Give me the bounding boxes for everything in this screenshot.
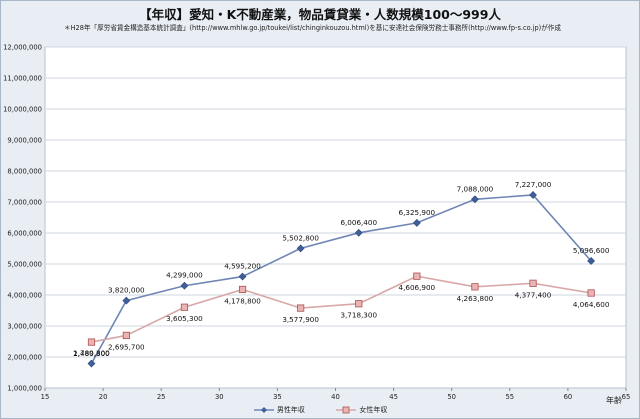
x-axis-label: 年齢	[606, 396, 622, 405]
y-tick-label: 9,000,000	[7, 137, 42, 145]
male-point	[180, 281, 189, 290]
x-tick-label: 30	[215, 393, 224, 401]
male-data-label: 5,502,800	[282, 233, 319, 242]
female-point	[471, 283, 479, 291]
male-point	[122, 296, 131, 305]
male-data-label: 7,227,000	[515, 180, 552, 189]
x-tick-label: 50	[447, 393, 456, 401]
male-data-label: 4,299,000	[166, 271, 203, 280]
female-point	[529, 279, 537, 287]
female-point	[413, 272, 421, 280]
y-tick-label: 2,000,000	[7, 354, 42, 362]
male-data-label: 3,820,000	[108, 286, 145, 295]
y-axis-ticks: 1,000,000 2,000,000 3,000,000 4,000,000 5,00…	[3, 44, 42, 393]
x-axis-ticks: 15 20 25 30 35 40 45 50 55 60 65	[41, 388, 631, 401]
legend-item-female: 女性年収	[335, 405, 387, 415]
male-point	[87, 359, 96, 368]
male-point	[354, 228, 363, 237]
female-point	[180, 303, 189, 311]
female-point	[587, 289, 595, 297]
female-data-label: 3,718,300	[340, 311, 377, 320]
y-tick-label: 7,000,000	[7, 199, 42, 207]
male-data-label: 4,595,200	[224, 262, 261, 271]
x-tick-label: 15	[41, 393, 50, 401]
female-point	[297, 304, 305, 312]
x-tick-label: 45	[389, 393, 398, 401]
female-data-label: 4,263,800	[457, 294, 494, 303]
x-tick-label: 65	[622, 393, 631, 401]
female-data-label: 2,695,700	[108, 342, 145, 351]
y-tick-label: 4,000,000	[7, 292, 42, 300]
female-data-label: 3,577,900	[282, 315, 319, 324]
x-tick-label: 55	[505, 393, 514, 401]
legend-label-female: 女性年収	[359, 406, 388, 414]
legend-label-male: 男性年収	[276, 406, 305, 414]
male-data-label: 6,325,900	[399, 208, 436, 217]
female-point	[355, 300, 363, 308]
series-line	[90, 194, 592, 364]
y-tick-label: 6,000,000	[7, 230, 42, 238]
male-point	[529, 191, 537, 199]
female-data-label: 4,178,800	[224, 296, 261, 305]
female-data-label: 4,064,600	[573, 300, 610, 309]
female-point	[87, 338, 96, 346]
male-point	[412, 218, 421, 227]
x-tick-label: 60	[564, 393, 573, 401]
legend-swatch-male	[253, 407, 274, 413]
male-point	[587, 257, 596, 265]
y-tick-label: 1,000,000	[7, 385, 42, 393]
female-data-label: 2,480,800	[73, 349, 110, 358]
y-tick-label: 8,000,000	[7, 168, 42, 176]
series-line	[91, 275, 592, 343]
female-point	[238, 285, 247, 294]
x-tick-label: 20	[99, 393, 108, 401]
y-tick-label: 12,000,000	[3, 44, 42, 52]
male-data-label: 7,088,000	[457, 184, 494, 193]
female-point	[122, 331, 130, 340]
female-data-label: 4,606,900	[399, 283, 436, 292]
plot-area	[44, 46, 627, 389]
x-tick-label: 35	[273, 393, 282, 401]
male-point	[471, 195, 479, 204]
chart-title: 【年収】愛知・K不動産業，物品賃貸業・人数規模100～999人	[139, 7, 501, 22]
female-data-label: 3,605,300	[166, 314, 203, 323]
male-point	[296, 244, 305, 253]
male-data-label: 5,096,600	[573, 246, 610, 255]
legend-swatch-female	[336, 406, 357, 414]
y-tick-label: 10,000,000	[3, 106, 42, 114]
male-point	[238, 272, 247, 281]
y-tick-label: 5,000,000	[7, 261, 42, 269]
x-tick-label: 40	[331, 393, 340, 401]
legend-item-male: 男性年収	[253, 405, 305, 415]
gridlines	[45, 46, 626, 358]
y-tick-label: 3,000,000	[7, 323, 42, 331]
legend: 男性年収 女性年収	[0, 405, 640, 415]
series-layer	[87, 191, 596, 368]
male-data-label: 1,789,300	[73, 349, 110, 358]
data-labels: 1,789,300 3,820,000 4,299,000 4,595,200 5,50…	[73, 180, 610, 358]
male-data-label: 6,006,400	[340, 218, 377, 227]
y-tick-label: 11,000,000	[3, 75, 42, 83]
chart-subtitle: ＊H28年「厚労省賃金構造基本統計調査」(http://www.mhlw.go.…	[64, 24, 561, 32]
female-data-label: 4,377,400	[515, 290, 552, 299]
x-tick-label: 25	[157, 393, 166, 401]
